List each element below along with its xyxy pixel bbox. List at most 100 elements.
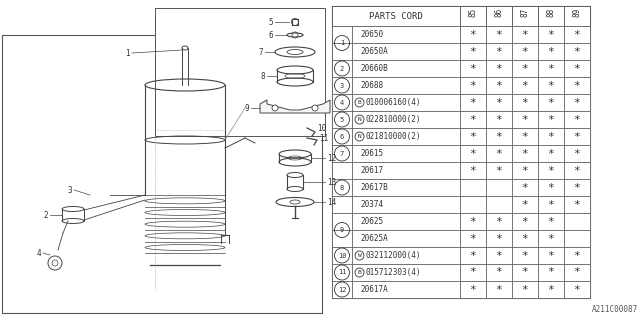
Text: 14: 14 [327,197,336,206]
Text: *: * [548,29,554,39]
Text: 20374: 20374 [360,200,383,209]
Text: 88: 88 [547,8,556,17]
Text: *: * [522,132,529,141]
Text: *: * [470,115,476,124]
Text: *: * [522,199,529,210]
Text: 85: 85 [468,8,477,17]
Bar [332,43,352,60]
Text: *: * [495,63,502,74]
Bar [332,213,352,230]
Bar [332,128,352,145]
Text: *: * [573,284,580,294]
Bar [332,162,352,179]
Text: *: * [522,46,529,57]
Text: *: * [522,182,529,193]
Bar [332,196,352,213]
Text: 20625: 20625 [360,217,383,226]
Text: 015712303(4): 015712303(4) [365,268,420,277]
Text: 021810000(2): 021810000(2) [365,132,420,141]
Bar [352,264,460,281]
Bar [460,230,486,247]
Bar [512,247,538,264]
Bar [512,264,538,281]
Text: *: * [495,165,502,175]
Bar [332,281,352,298]
Bar [538,247,564,264]
Text: 2: 2 [44,211,48,220]
Polygon shape [260,100,330,113]
Text: *: * [522,115,529,124]
Bar [352,145,460,162]
Text: PARTS CORD: PARTS CORD [369,12,423,20]
Text: *: * [522,29,529,39]
Text: N: N [358,117,362,122]
Text: 5: 5 [268,18,273,27]
Bar [538,213,564,230]
Bar [352,230,460,247]
Text: *: * [470,46,476,57]
Bar [564,179,590,196]
Bar [332,94,352,111]
Text: 032112000(4): 032112000(4) [365,251,420,260]
Text: B: B [358,270,362,275]
Bar [2,35,322,313]
Bar [512,179,538,196]
Bar [486,247,512,264]
Text: *: * [573,63,580,74]
Text: *: * [470,251,476,260]
Bar [512,230,538,247]
Text: 6: 6 [340,133,344,140]
Bar [564,230,590,247]
Text: 11: 11 [338,269,346,276]
Bar [486,281,512,298]
Text: *: * [470,63,476,74]
Text: 5: 5 [340,116,344,123]
Text: *: * [573,182,580,193]
Text: *: * [573,115,580,124]
Bar [460,94,486,111]
Text: *: * [495,29,502,39]
Text: *: * [573,165,580,175]
Bar [460,281,486,298]
Text: *: * [522,268,529,277]
Bar [486,145,512,162]
Bar [352,111,460,128]
Bar [564,196,590,213]
Text: 8: 8 [260,71,265,81]
Text: 20617B: 20617B [360,183,388,192]
Bar [460,26,486,43]
Text: 20650: 20650 [360,30,383,39]
Bar [512,213,538,230]
Text: *: * [548,268,554,277]
Bar [332,145,352,162]
Text: *: * [495,284,502,294]
Bar [538,281,564,298]
Text: *: * [495,132,502,141]
Bar [538,230,564,247]
Bar [332,111,352,128]
Bar [512,77,538,94]
Text: *: * [548,63,554,74]
Text: *: * [495,81,502,91]
Bar [486,179,512,196]
Bar [460,162,486,179]
Text: *: * [548,284,554,294]
Text: 1: 1 [125,49,130,58]
Bar [512,145,538,162]
Bar [486,230,512,247]
Bar [460,196,486,213]
Text: *: * [495,234,502,244]
Bar [564,264,590,281]
Bar [332,230,352,247]
Text: *: * [548,46,554,57]
Bar [332,77,352,94]
Bar [538,179,564,196]
Bar [352,213,460,230]
Text: *: * [495,148,502,158]
Text: 7: 7 [340,150,344,156]
Bar [486,264,512,281]
Bar [332,60,352,77]
Bar [512,281,538,298]
Text: 20688: 20688 [360,81,383,90]
Bar [538,60,564,77]
